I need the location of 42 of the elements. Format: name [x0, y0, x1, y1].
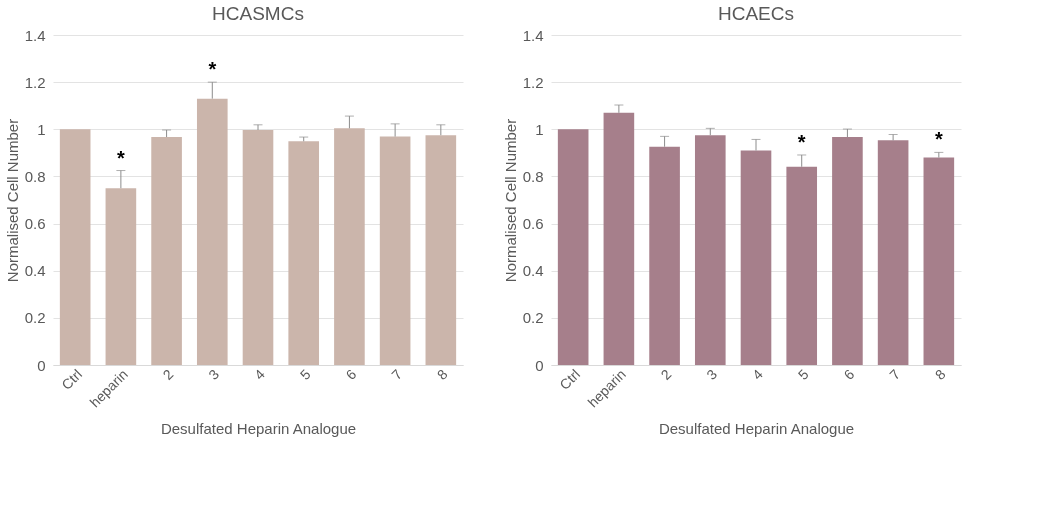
x-tick-label: 4	[749, 365, 767, 383]
x-tick-label: 5	[296, 365, 314, 383]
y-tick-label: 0.6	[522, 215, 544, 233]
y-axis-title: Normalised Cell Number	[3, 118, 21, 283]
x-tick-label: Ctrl	[556, 366, 584, 393]
x-tick-label: 7	[886, 365, 904, 383]
y-tick-label: 0	[535, 356, 544, 374]
y-tick-label: 0.4	[522, 262, 544, 280]
x-tick-label: 2	[159, 365, 177, 383]
y-tick-label: 1	[535, 120, 544, 138]
chart-title: HCASMCs	[212, 3, 304, 24]
x-tick-label: 6	[840, 365, 858, 383]
y-tick-label: 0.4	[24, 262, 46, 280]
y-tick-label: 0.2	[522, 309, 544, 327]
x-tick-label: 7	[388, 365, 406, 383]
y-tick-label: 1.4	[24, 26, 46, 44]
y-tick-label: 1.2	[24, 73, 46, 91]
x-axis-title: Desulfated Heparin Analogue	[160, 420, 357, 438]
y-tick-label: 0.6	[24, 215, 46, 233]
x-tick-label: 5	[794, 365, 812, 383]
y-tick-label: 0	[37, 356, 46, 374]
x-tick-label: Ctrl	[58, 366, 86, 393]
x-tick-label: 8	[433, 365, 451, 383]
annotation: *	[934, 128, 943, 151]
annotation: *	[797, 130, 806, 153]
x-tick-label: 6	[342, 365, 360, 383]
x-tick-label: 3	[703, 365, 721, 383]
x-tick-label: 2	[657, 365, 675, 383]
x-axis-title: Desulfated Heparin Analogue	[658, 420, 855, 438]
y-tick-label: 1.4	[522, 26, 544, 44]
y-axis-title: Normalised Cell Number	[501, 118, 519, 283]
chart-title: HCAECs	[717, 3, 795, 24]
y-tick-label: 1	[37, 120, 46, 138]
y-tick-label: 0.8	[522, 167, 544, 185]
x-tick-label: 3	[205, 365, 223, 383]
annotation: *	[208, 58, 217, 81]
y-tick-label: 0.8	[24, 167, 46, 185]
x-tick-label: 4	[251, 365, 269, 383]
y-tick-label: 0.2	[24, 309, 46, 327]
y-tick-label: 1.2	[522, 73, 544, 91]
annotation: *	[116, 146, 125, 169]
x-tick-label: 8	[931, 365, 949, 383]
